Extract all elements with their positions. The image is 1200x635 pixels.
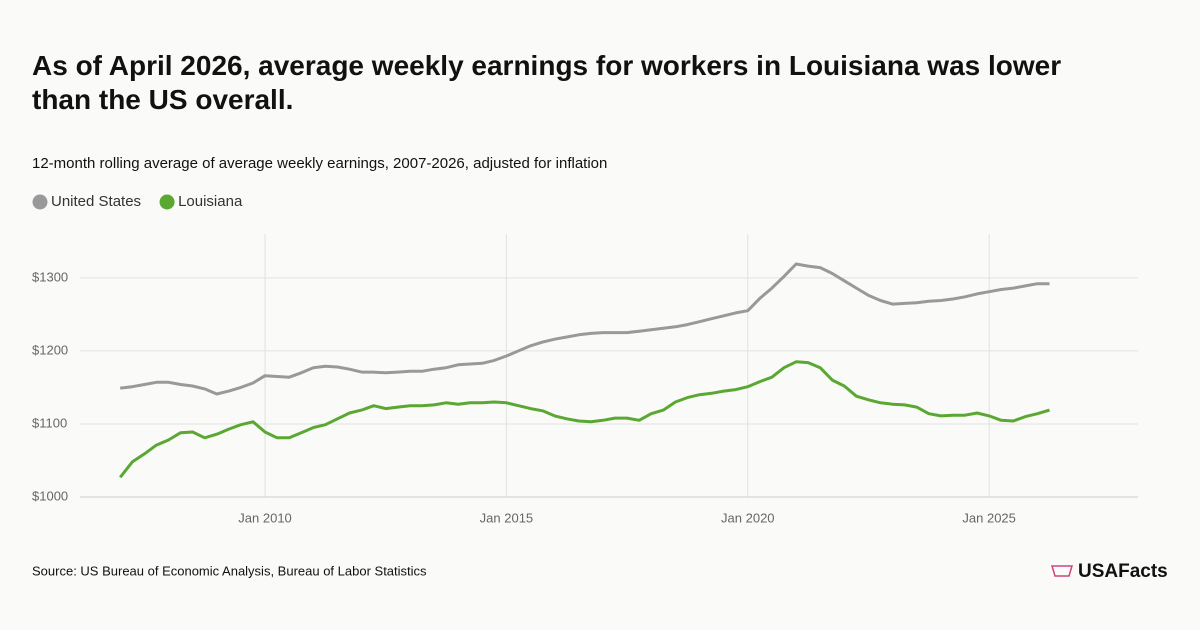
y-tick-label: $1200 (32, 342, 68, 357)
legend-label: United States (51, 193, 141, 210)
x-tick-label: Jan 2020 (721, 510, 775, 525)
chart-title: As of April 2026, average weekly earning… (32, 50, 1061, 115)
source: Source: US Bureau of Economic Analysis, … (32, 563, 427, 578)
legend: United States Louisiana (32, 193, 243, 210)
y-tick-label: $1100 (32, 415, 67, 430)
x-tick-label: Jan 2010 (238, 510, 292, 525)
logo-icon (1050, 565, 1074, 577)
x-tick-label: Jan 2025 (962, 510, 1016, 525)
y-tick-label: $1300 (32, 269, 68, 284)
x-tick-label: Jan 2015 (480, 510, 534, 525)
line-series (120, 262, 1050, 396)
legend-marker (32, 194, 48, 210)
logo: USAFacts (1078, 561, 1168, 582)
chart-subtitle: 12-month rolling average of average week… (32, 155, 607, 172)
line-series (119, 360, 1050, 479)
y-tick-label: $1000 (32, 488, 68, 503)
legend-label: Louisiana (178, 193, 243, 210)
legend-marker (159, 194, 175, 210)
